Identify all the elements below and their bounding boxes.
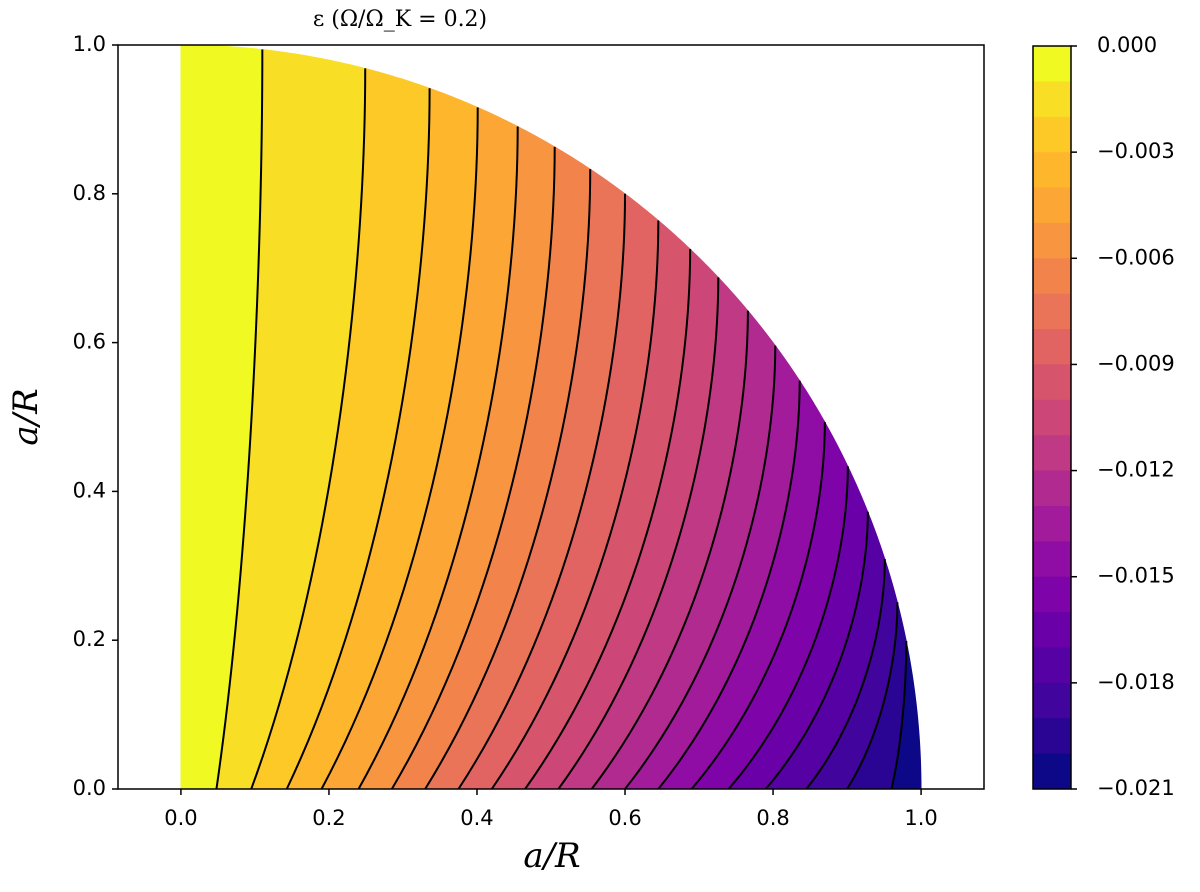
contour-line [320, 107, 479, 790]
x-axis-label: a/R [523, 836, 580, 876]
colorbar-segment [1033, 116, 1071, 153]
colorbar-segment [1033, 647, 1071, 684]
colorbar-tick-label: −0.009 [1097, 351, 1175, 375]
y-tick-label: 0.0 [73, 776, 106, 800]
contour-line [890, 640, 908, 790]
colorbar-tick-label: −0.021 [1097, 776, 1175, 800]
colorbar-segment [1033, 718, 1071, 755]
colorbar-segment [1033, 612, 1071, 648]
colorbar-segment [1033, 293, 1071, 330]
colorbar-segment [1033, 258, 1071, 295]
colorbar-segment [1033, 364, 1071, 401]
contour-line [624, 345, 777, 790]
colorbar-segment [1033, 541, 1071, 578]
contour-line [690, 422, 826, 790]
colorbar-tick-label: 0.000 [1097, 33, 1157, 57]
contour-line [390, 146, 556, 790]
colorbar-segment [1033, 753, 1071, 790]
colorbar-segment [1033, 682, 1071, 719]
colorbar-tick-label: −0.018 [1097, 670, 1175, 694]
contour-line [524, 249, 692, 790]
contour-line [590, 310, 749, 790]
colorbar-frame [1032, 45, 1072, 790]
contour-line [490, 220, 660, 790]
contour-line [846, 602, 899, 790]
colorbar-tick-label: −0.015 [1097, 564, 1175, 588]
colorbar-tick-label: −0.012 [1097, 458, 1175, 482]
colorbar-segment [1033, 435, 1071, 472]
x-tick-label: 1.0 [904, 806, 937, 830]
colorbar-segment [1033, 399, 1071, 436]
contour-line [215, 49, 264, 790]
contour-line [424, 169, 592, 790]
x-tick-label: 0.0 [164, 806, 197, 830]
contour-line [764, 511, 869, 790]
colorbar-segment [1033, 329, 1071, 365]
contour-line [727, 466, 849, 790]
colorbar-segment [1033, 152, 1071, 189]
y-axis-label: a/R [6, 388, 46, 445]
colorbar-segment [1033, 187, 1071, 224]
contour-line [357, 126, 519, 790]
contour-line [805, 558, 886, 790]
plot-frame [117, 44, 985, 790]
contour-line [285, 88, 431, 790]
contour-line [557, 277, 720, 790]
y-tick-label: 0.8 [73, 181, 106, 205]
contour-line [250, 68, 367, 790]
y-tick-label: 0.6 [73, 330, 106, 354]
colorbar-segment [1033, 46, 1071, 82]
colorbar-tick-label: −0.006 [1097, 245, 1175, 269]
contour-line [657, 380, 801, 790]
y-tick-label: 0.4 [73, 478, 106, 502]
colorbar-segment [1033, 470, 1071, 507]
colorbar-segment [1033, 505, 1071, 542]
x-tick-label: 0.4 [460, 806, 493, 830]
y-tick-label: 1.0 [73, 32, 106, 56]
colorbar-segment [1033, 81, 1071, 118]
colorbar-tick-label: −0.003 [1097, 139, 1175, 163]
x-tick-label: 0.2 [312, 806, 345, 830]
contour-line [457, 193, 627, 790]
colorbar-segment [1033, 222, 1071, 259]
y-tick-label: 0.2 [73, 627, 106, 651]
colorbar-segment [1033, 576, 1071, 613]
chart-title: ε (Ω/Ω_K = 0.2) [313, 7, 487, 32]
x-tick-label: 0.6 [608, 806, 641, 830]
x-tick-label: 0.8 [756, 806, 789, 830]
